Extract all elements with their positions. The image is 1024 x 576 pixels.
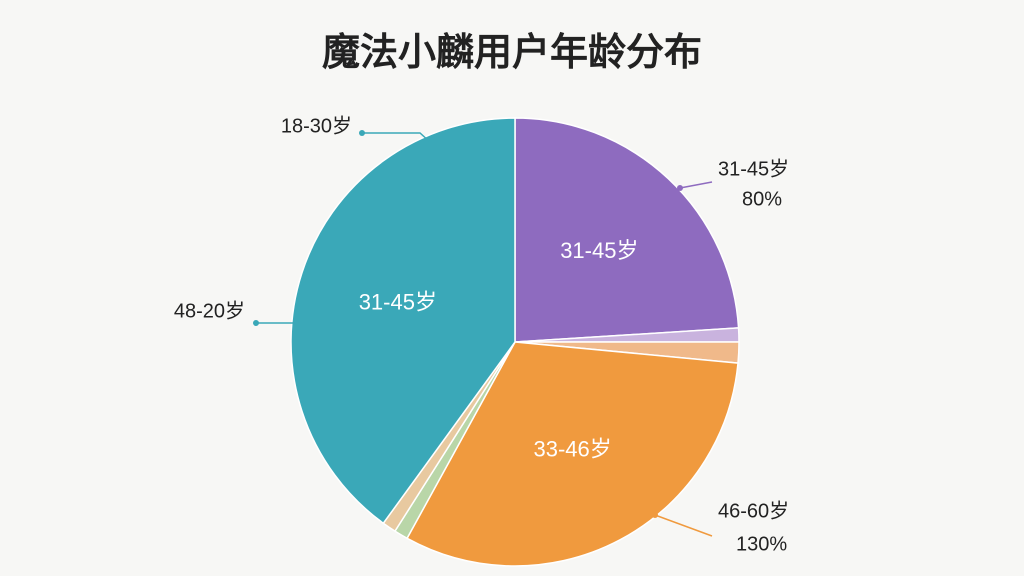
pie-slice	[290, 117, 516, 525]
leader-dot	[677, 185, 683, 191]
annotation: 48-20岁	[174, 299, 245, 322]
leader-line	[679, 181, 713, 189]
leader-dot	[253, 320, 259, 326]
slice-label: 33-46岁	[534, 437, 612, 462]
pie-slice	[406, 341, 739, 567]
leader-line	[362, 132, 431, 143]
leader-dot	[359, 130, 365, 136]
annotation: 31-45岁	[718, 157, 789, 180]
chart-title: 魔法小麟用户年龄分布	[322, 32, 702, 74]
slice-label: 31-45岁	[560, 238, 638, 263]
leader-line	[654, 514, 713, 537]
annotation: 18-30岁	[281, 114, 352, 137]
pie-slice	[514, 117, 740, 343]
annotation: 80%	[742, 188, 782, 210]
leader-dot	[652, 512, 658, 518]
slice-label: 31-45岁	[359, 290, 437, 315]
annotation: 130%	[736, 533, 787, 555]
annotation: 46-60岁	[718, 499, 789, 522]
